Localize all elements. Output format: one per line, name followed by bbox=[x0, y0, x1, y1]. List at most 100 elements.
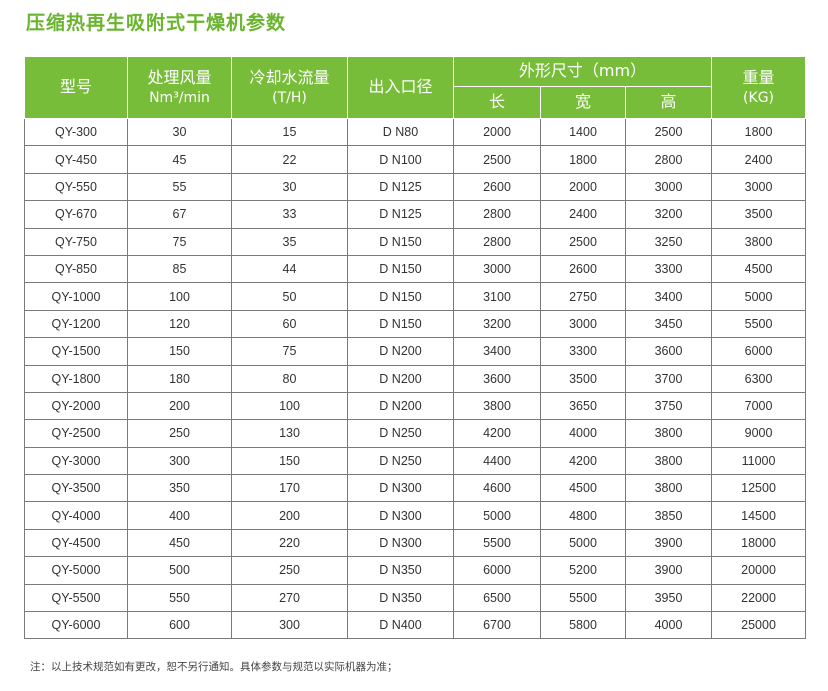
cell-length: 2600 bbox=[453, 172, 541, 202]
cell-cooling-flow: 100 bbox=[231, 391, 348, 421]
cell-cooling-flow: 30 bbox=[231, 172, 348, 202]
table-row: QY-750 75 35 D N150 2800 2500 3250 3800 bbox=[24, 227, 807, 256]
cell-length: 6500 bbox=[453, 583, 541, 613]
cell-airflow: 300 bbox=[127, 446, 232, 476]
cell-model: QY-300 bbox=[24, 117, 128, 147]
table-row: QY-850 85 44 D N150 3000 2600 3300 4500 bbox=[24, 254, 807, 284]
cell-port-size: D N150 bbox=[347, 254, 454, 284]
cell-width: 3500 bbox=[540, 364, 626, 393]
cell-width: 5000 bbox=[540, 528, 626, 558]
header-weight-unit: (KG) bbox=[743, 89, 774, 106]
cell-cooling-flow: 33 bbox=[231, 200, 348, 229]
header-airflow-unit: Nm³/min bbox=[149, 89, 210, 106]
cell-height: 2800 bbox=[624, 145, 713, 174]
cell-port-size: D N200 bbox=[347, 364, 454, 393]
cell-port-size: D N150 bbox=[347, 227, 454, 256]
cell-width: 3000 bbox=[540, 309, 626, 339]
header-weight: 重量 (KG) bbox=[711, 56, 807, 119]
cell-length: 2800 bbox=[453, 227, 541, 256]
cell-height: 3950 bbox=[624, 583, 713, 613]
cell-length: 3800 bbox=[453, 391, 541, 421]
cell-weight: 9000 bbox=[711, 419, 807, 448]
cell-model: QY-3500 bbox=[24, 474, 128, 503]
cell-height: 2500 bbox=[624, 117, 713, 147]
table-row: QY-5000 500 250 D N350 6000 5200 3900 20000 bbox=[24, 556, 807, 585]
header-length: 长 bbox=[453, 86, 541, 119]
page-title: 压缩热再生吸附式干燥机参数 bbox=[26, 12, 287, 34]
table-row: QY-6000 600 300 D N400 6700 5800 4000 25000 bbox=[24, 611, 807, 640]
header-model: 型号 bbox=[24, 56, 128, 119]
cell-length: 4400 bbox=[453, 446, 541, 476]
cell-cooling-flow: 22 bbox=[231, 145, 348, 174]
cell-length: 3400 bbox=[453, 337, 541, 366]
cell-port-size: D N300 bbox=[347, 474, 454, 503]
header-airflow: 处理风量 Nm³/min bbox=[127, 56, 232, 119]
cell-port-size: D N250 bbox=[347, 446, 454, 476]
cell-model: QY-750 bbox=[24, 227, 128, 256]
cell-airflow: 67 bbox=[127, 200, 232, 229]
cell-weight: 12500 bbox=[711, 474, 807, 503]
cell-airflow: 180 bbox=[127, 364, 232, 393]
table-row: QY-450 45 22 D N100 2500 1800 2800 2400 bbox=[24, 145, 807, 174]
cell-weight: 6300 bbox=[711, 364, 807, 393]
cell-width: 3650 bbox=[540, 391, 626, 421]
cell-airflow: 45 bbox=[127, 145, 232, 174]
cell-port-size: D N150 bbox=[347, 282, 454, 311]
cell-model: QY-6000 bbox=[24, 611, 128, 640]
cell-model: QY-1500 bbox=[24, 337, 128, 366]
cell-port-size: D N80 bbox=[347, 117, 454, 147]
cell-length: 3000 bbox=[453, 254, 541, 284]
cell-port-size: D N300 bbox=[347, 501, 454, 530]
cell-model: QY-2000 bbox=[24, 391, 128, 421]
cell-weight: 18000 bbox=[711, 528, 807, 558]
cell-weight: 11000 bbox=[711, 446, 807, 476]
table-row: QY-1000 100 50 D N150 3100 2750 3400 5000 bbox=[24, 282, 807, 311]
header-airflow-label: 处理风量 bbox=[147, 68, 212, 88]
table-row: QY-2500 250 130 D N250 4200 4000 3800 9000 bbox=[24, 419, 807, 448]
table-row: QY-4000 400 200 D N300 5000 4800 3850 14500 bbox=[24, 501, 807, 530]
cell-weight: 14500 bbox=[711, 501, 807, 530]
cell-port-size: D N300 bbox=[347, 528, 454, 558]
cell-cooling-flow: 60 bbox=[231, 309, 348, 339]
cell-length: 3200 bbox=[453, 309, 541, 339]
cell-airflow: 400 bbox=[127, 501, 232, 530]
cell-port-size: D N125 bbox=[347, 200, 454, 229]
cell-weight: 2400 bbox=[711, 145, 807, 174]
cell-model: QY-2500 bbox=[24, 419, 128, 448]
cell-port-size: D N150 bbox=[347, 309, 454, 339]
cell-model: QY-4000 bbox=[24, 501, 128, 530]
header-dimensions: 外形尺寸（mm） bbox=[452, 56, 713, 87]
cell-length: 5000 bbox=[453, 501, 541, 530]
cell-model: QY-3000 bbox=[24, 446, 128, 476]
table-body: QY-300 30 15 D N80 2000 1400 2500 1800 QY-450 45 2… bbox=[24, 117, 807, 640]
cell-weight: 1800 bbox=[711, 117, 807, 147]
cell-height: 3900 bbox=[624, 528, 713, 558]
cell-height: 4000 bbox=[624, 611, 713, 640]
cell-cooling-flow: 80 bbox=[231, 364, 348, 393]
cell-width: 4500 bbox=[540, 474, 626, 503]
cell-airflow: 55 bbox=[127, 172, 232, 202]
cell-width: 5200 bbox=[540, 556, 626, 585]
cell-length: 4600 bbox=[453, 474, 541, 503]
table-row: QY-550 55 30 D N125 2600 2000 3000 3000 bbox=[24, 172, 807, 202]
cell-width: 4200 bbox=[540, 446, 626, 476]
cell-weight: 3000 bbox=[711, 172, 807, 202]
cell-height: 3900 bbox=[624, 556, 713, 585]
cell-cooling-flow: 220 bbox=[231, 528, 348, 558]
cell-height: 3850 bbox=[624, 501, 713, 530]
cell-length: 2500 bbox=[453, 145, 541, 174]
cell-model: QY-450 bbox=[24, 145, 128, 174]
cell-airflow: 550 bbox=[127, 583, 232, 613]
cell-weight: 22000 bbox=[711, 583, 807, 613]
cell-airflow: 600 bbox=[127, 611, 232, 640]
cell-port-size: D N200 bbox=[347, 391, 454, 421]
cell-weight: 4500 bbox=[711, 254, 807, 284]
cell-airflow: 30 bbox=[127, 117, 232, 147]
cell-length: 3100 bbox=[453, 282, 541, 311]
table-row: QY-3500 350 170 D N300 4600 4500 3800 12500 bbox=[24, 474, 807, 503]
header-height: 高 bbox=[624, 86, 713, 119]
cell-port-size: D N350 bbox=[347, 556, 454, 585]
cell-model: QY-1000 bbox=[24, 282, 128, 311]
cell-airflow: 75 bbox=[127, 227, 232, 256]
cell-cooling-flow: 200 bbox=[231, 501, 348, 530]
